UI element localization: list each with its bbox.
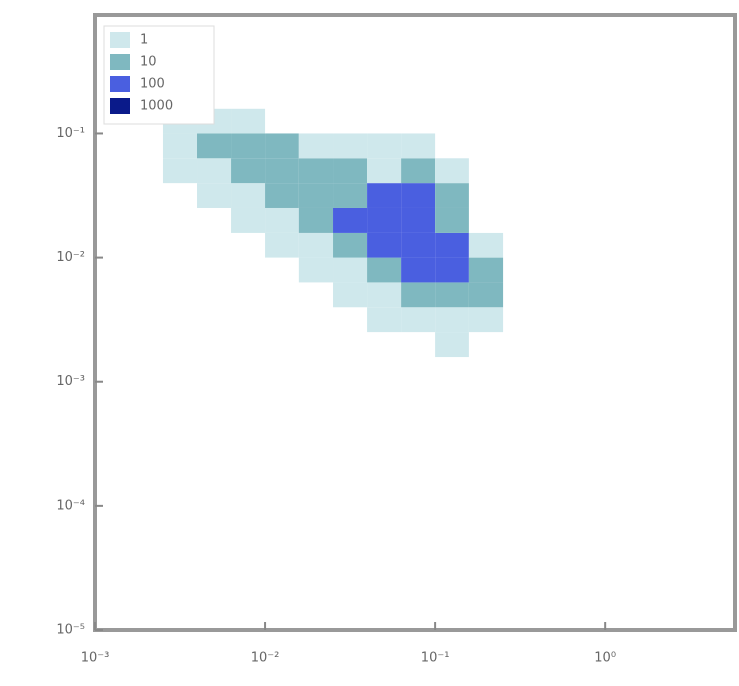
legend-swatch <box>110 32 130 48</box>
heat-cell <box>162 133 198 159</box>
heat-cell <box>435 183 469 208</box>
heat-cell <box>231 207 266 233</box>
heat-cell <box>298 232 334 258</box>
heat-cell <box>333 232 368 258</box>
legend-swatch <box>110 76 130 92</box>
heat-cell <box>367 257 402 283</box>
heat-cell <box>265 133 299 159</box>
heat-cell <box>401 232 436 258</box>
legend-label: 100 <box>140 77 165 92</box>
legend-swatch <box>110 98 130 114</box>
heat-cell <box>333 282 368 308</box>
heat-cell <box>333 183 368 208</box>
heat-cell <box>333 257 368 283</box>
heat-cell <box>333 133 368 159</box>
heat-cell <box>367 133 402 159</box>
heat-cell <box>468 307 504 333</box>
x-tick-label: 10⁻² <box>251 651 280 666</box>
heat-cell <box>197 183 232 208</box>
x-tick-label: 10⁻¹ <box>421 651 450 666</box>
heat-cell <box>367 307 402 333</box>
heat-cell <box>367 158 402 184</box>
heat-cell <box>231 183 266 208</box>
heat-cell <box>401 158 436 184</box>
heat-cell <box>265 183 299 208</box>
heat-cell <box>265 158 299 184</box>
heat-cell <box>401 257 436 283</box>
heat-cell <box>435 232 469 258</box>
heat-cell <box>231 108 266 134</box>
heat-cell <box>298 207 334 233</box>
x-tick-label: 10⁻³ <box>81 651 110 666</box>
heat-cell <box>298 133 334 159</box>
heat-cell <box>401 282 436 308</box>
heat-cell <box>162 158 198 184</box>
legend-label: 1 <box>140 33 148 48</box>
heat-cell <box>401 183 436 208</box>
legend-label: 10 <box>140 55 157 70</box>
heat-cell <box>435 158 469 184</box>
heat-cell <box>435 207 469 233</box>
y-tick-label: 10⁻³ <box>56 374 85 389</box>
heat-cell <box>231 133 266 159</box>
heat-cell <box>468 232 504 258</box>
heat-cell <box>197 158 232 184</box>
heat-cell <box>333 158 368 184</box>
y-tick-label: 10⁻² <box>56 250 85 265</box>
heat-cell <box>333 207 368 233</box>
y-tick-label: 10⁻⁵ <box>56 623 85 638</box>
heat-cell <box>197 133 232 159</box>
heat-cell <box>401 133 436 159</box>
heat-cell <box>298 183 334 208</box>
heat-cell <box>435 282 469 308</box>
heat-cell <box>435 257 469 283</box>
legend-swatch <box>110 54 130 70</box>
heat-cell <box>468 282 504 308</box>
heat-cell <box>367 183 402 208</box>
heat-cell <box>231 158 266 184</box>
legend-label: 1000 <box>140 99 173 114</box>
heat-cell <box>367 282 402 308</box>
heat-cell <box>435 307 469 333</box>
heat-cell <box>298 158 334 184</box>
x-tick-label: 10⁰ <box>594 651 616 666</box>
heat-cell <box>435 332 469 358</box>
heat-cell <box>367 207 402 233</box>
heat-cell <box>265 232 299 258</box>
heat-cell <box>468 257 504 283</box>
heat-cell <box>367 232 402 258</box>
heat-cell <box>401 207 436 233</box>
y-tick-label: 10⁻¹ <box>56 126 85 141</box>
heat-cell <box>401 307 436 333</box>
heat-cell <box>265 207 299 233</box>
heat-cell <box>298 257 334 283</box>
y-tick-label: 10⁻⁴ <box>56 498 85 513</box>
